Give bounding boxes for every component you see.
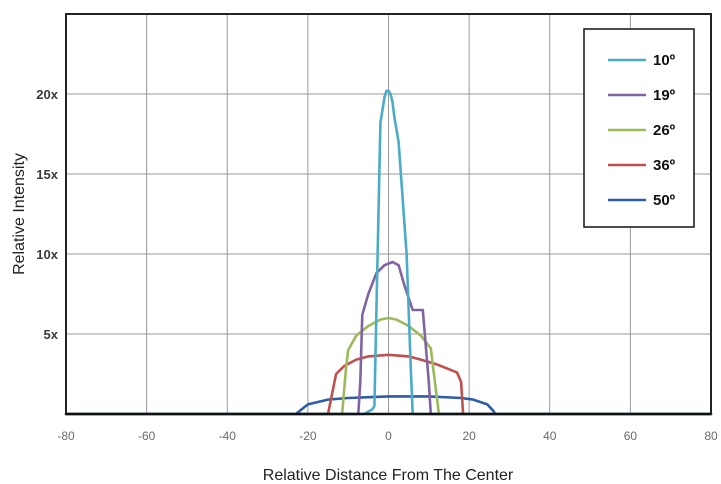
x-tick-label: -20 — [299, 429, 317, 443]
legend: 10º 19º 26º 36º 50º — [583, 28, 695, 228]
series-lines — [64, 89, 713, 416]
legend-label: 10º — [653, 52, 676, 69]
series-line — [64, 260, 713, 416]
x-tick-label: 60 — [624, 429, 638, 443]
legend-label: 19º — [653, 87, 676, 104]
legend-label: 36º — [653, 157, 676, 174]
x-tick-labels: -80 -60 -40 -20 0 20 40 60 80 — [57, 429, 718, 443]
y-tick-label: 20x — [36, 87, 58, 102]
y-tick-label: 5x — [44, 327, 59, 342]
x-tick-label: -80 — [57, 429, 75, 443]
x-tick-label: -40 — [219, 429, 237, 443]
y-tick-label: 10x — [36, 247, 58, 262]
y-tick-labels: 5x 10x 15x 20x — [36, 87, 58, 342]
series-line — [64, 316, 713, 416]
x-tick-label: 0 — [385, 429, 392, 443]
legend-box — [583, 28, 695, 228]
series-line — [64, 353, 713, 416]
legend-label: 50º — [653, 192, 676, 209]
x-tick-label: 40 — [543, 429, 557, 443]
series-line — [64, 89, 713, 416]
x-tick-label: 20 — [462, 429, 476, 443]
x-tick-label: 80 — [704, 429, 718, 443]
y-axis-title: Relative Intensity — [11, 153, 28, 275]
x-axis-title: Relative Distance From The Center — [263, 467, 514, 484]
y-tick-label: 15x — [36, 167, 58, 182]
x-tick-label: -60 — [138, 429, 156, 443]
legend-label: 26º — [653, 122, 676, 139]
